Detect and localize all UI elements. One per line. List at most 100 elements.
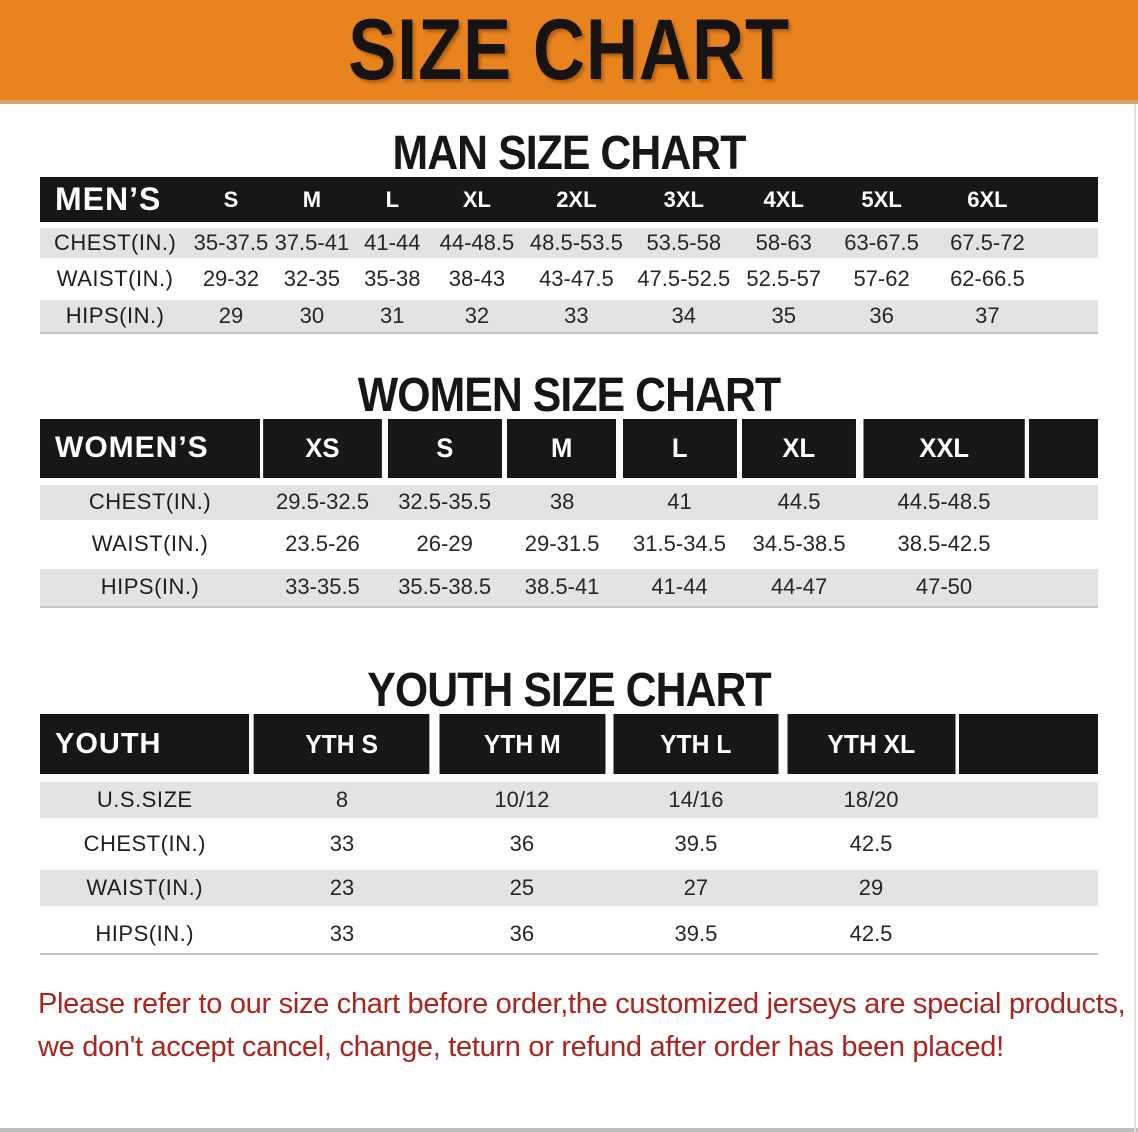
women-section-heading: WOMEN SIZE CHART	[357, 366, 781, 422]
size-value-cell: 48.5-53.5	[521, 222, 632, 261]
size-value-cell: 52.5-57	[736, 258, 832, 297]
table-row: HIPS(IN.) 33-35.5 35.5-38.5 38.5-41 41-4…	[40, 561, 1098, 608]
size-chart-banner: SIZE CHART	[0, 0, 1138, 104]
row-spacer	[959, 774, 1098, 822]
size-value-cell: 18/20	[782, 774, 960, 822]
size-column-header: 5XL	[831, 177, 932, 225]
womens-header-row: WOMEN’S XS S M L XL XXL	[40, 419, 1098, 481]
size-value-cell: 33	[249, 818, 435, 866]
size-value-cell: 37	[931, 294, 1043, 334]
size-value-cell: 47.5-52.5	[631, 258, 737, 297]
womens-size-table: WOMEN’S XS S M L XL XXL CHEST(IN.) 29.5-…	[40, 419, 1098, 608]
size-value-cell: 29-32	[190, 258, 272, 297]
size-value-cell: 42.5	[782, 818, 960, 866]
size-value-cell: 57-62	[831, 258, 932, 297]
size-value-cell: 38.5-42.5	[858, 519, 1030, 565]
row-label: CHEST(IN.)	[40, 818, 250, 866]
row-spacer	[959, 862, 1098, 910]
mens-header-row: MEN’S S M L XL 2XL 3XL 4XL 5XL 6XL	[40, 177, 1098, 225]
size-value-cell: 32	[432, 294, 522, 334]
size-column-header: M	[271, 177, 353, 225]
youth-size-table: YOUTH YTH S YTH M YTH L YTH XL U.S.SIZE …	[40, 714, 1098, 955]
size-value-cell: 29-31.5	[504, 519, 620, 565]
size-value-cell: 10/12	[434, 774, 610, 822]
size-value-cell: 37.5-41	[271, 222, 353, 261]
size-value-cell: 29	[190, 294, 272, 334]
header-spacer	[959, 714, 1098, 778]
size-value-cell: 29	[782, 862, 960, 910]
size-value-cell: 43-47.5	[521, 258, 632, 297]
disclaimer-line-1: Please refer to our size chart before or…	[38, 988, 1126, 1020]
size-column-header: L	[352, 177, 433, 225]
size-value-cell: 41-44	[352, 222, 433, 261]
size-value-cell: 42.5	[782, 906, 960, 955]
size-value-cell: 25	[434, 862, 610, 910]
size-value-cell: 23.5-26	[260, 519, 385, 565]
row-label: WAIST(IN.)	[40, 862, 250, 910]
table-row: HIPS(IN.) 29 30 31 32 33 34 35 36 37	[40, 294, 1098, 334]
size-value-cell: 47-50	[858, 561, 1030, 608]
table-row: CHEST(IN.) 33 36 39.5 42.5	[40, 818, 1098, 866]
size-value-cell: 14/16	[609, 774, 783, 822]
men-section-heading: MAN SIZE CHART	[392, 124, 747, 180]
right-edge-line	[1134, 104, 1136, 1132]
table-row: CHEST(IN.) 29.5-32.5 32.5-35.5 38 41 44.…	[40, 477, 1098, 523]
size-value-cell: 33	[521, 294, 632, 334]
size-value-cell: 44-48.5	[432, 222, 522, 261]
banner-title: SIZE CHART	[348, 1, 790, 98]
size-value-cell: 53.5-58	[631, 222, 737, 261]
size-value-cell: 33-35.5	[260, 561, 385, 608]
size-value-cell: 23	[249, 862, 435, 910]
size-column-header: L	[622, 419, 737, 481]
size-column-header: 6XL	[931, 177, 1043, 225]
disclaimer-text: Please refer to our size chart before or…	[38, 983, 1126, 1069]
size-value-cell: 35-38	[352, 258, 433, 297]
mens-corner-label: MEN’S	[40, 177, 191, 225]
size-value-cell: 36	[434, 906, 610, 955]
size-value-cell: 31	[352, 294, 433, 334]
row-label: WAIST(IN.)	[40, 519, 261, 565]
size-value-cell: 33	[249, 906, 435, 955]
table-row: WAIST(IN.) 23.5-26 26-29 29-31.5 31.5-34…	[40, 519, 1098, 565]
row-label: CHEST(IN.)	[40, 222, 191, 261]
size-value-cell: 34.5-38.5	[739, 519, 859, 565]
disclaimer-line-2: we don't accept cancel, change, teturn o…	[38, 1031, 1004, 1063]
youth-section-heading: YOUTH SIZE CHART	[367, 661, 771, 717]
size-column-header: XXL	[863, 419, 1025, 481]
size-column-header: YTH S	[254, 714, 430, 778]
size-value-cell: 38	[504, 477, 620, 523]
table-row: CHEST(IN.) 35-37.5 37.5-41 41-44 44-48.5…	[40, 222, 1098, 261]
size-value-cell: 36	[831, 294, 932, 334]
size-column-header: 3XL	[631, 177, 737, 225]
row-spacer	[1042, 258, 1098, 297]
header-spacer	[1029, 419, 1098, 481]
row-label: U.S.SIZE	[40, 774, 250, 822]
size-value-cell: 30	[271, 294, 353, 334]
row-spacer	[959, 818, 1098, 866]
table-row: U.S.SIZE 8 10/12 14/16 18/20	[40, 774, 1098, 822]
row-label: WAIST(IN.)	[40, 258, 191, 297]
bottom-edge-line	[0, 1128, 1138, 1132]
size-column-header: XS	[263, 419, 382, 481]
row-spacer	[1029, 561, 1098, 608]
size-value-cell: 35.5-38.5	[384, 561, 505, 608]
size-value-cell: 31.5-34.5	[619, 519, 740, 565]
row-label: HIPS(IN.)	[40, 294, 191, 334]
size-value-cell: 38-43	[432, 258, 522, 297]
table-row: HIPS(IN.) 33 36 39.5 42.5	[40, 906, 1098, 955]
size-value-cell: 63-67.5	[831, 222, 932, 261]
size-value-cell: 36	[434, 818, 610, 866]
size-column-header: YTH L	[613, 714, 779, 778]
size-value-cell: 41-44	[619, 561, 740, 608]
size-value-cell: 39.5	[609, 906, 783, 955]
size-value-cell: 62-66.5	[931, 258, 1043, 297]
header-spacer	[1042, 177, 1098, 225]
row-spacer	[1042, 222, 1098, 261]
row-spacer	[1029, 519, 1098, 565]
size-column-header: XL	[742, 419, 856, 481]
youth-corner-label: YOUTH	[40, 714, 250, 778]
row-spacer	[959, 906, 1098, 955]
youth-header-row: YOUTH YTH S YTH M YTH L YTH XL	[40, 714, 1098, 778]
row-spacer	[1042, 294, 1098, 334]
mens-size-table: MEN’S S M L XL 2XL 3XL 4XL 5XL 6XL CHEST…	[40, 177, 1098, 334]
